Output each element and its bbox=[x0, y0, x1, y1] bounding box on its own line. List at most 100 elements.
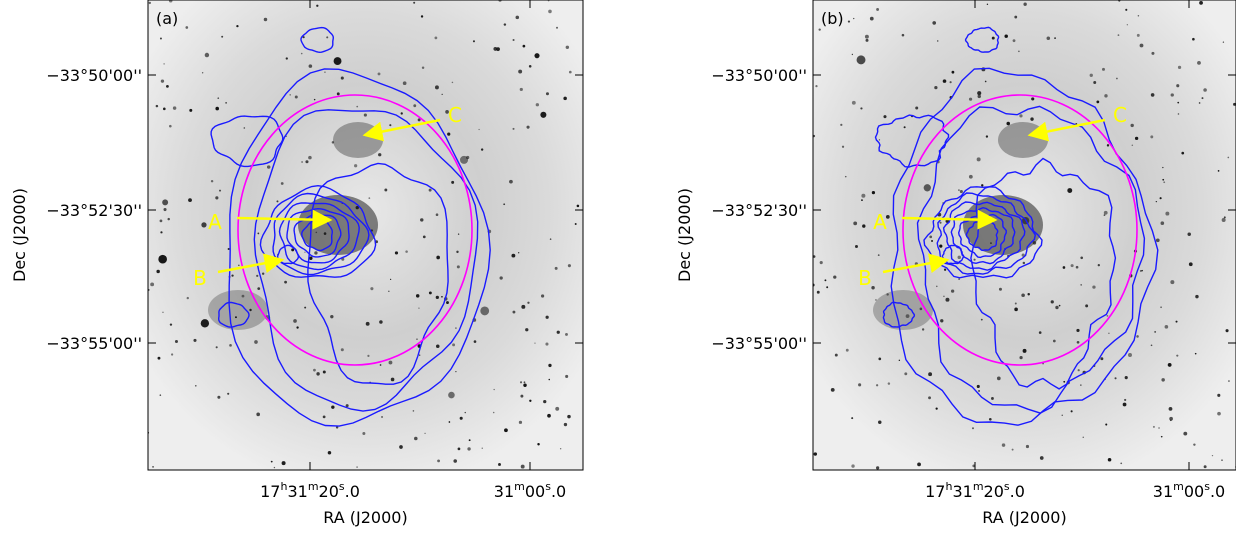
star bbox=[1004, 34, 1008, 38]
star bbox=[1155, 238, 1160, 243]
star bbox=[861, 199, 863, 202]
star bbox=[1025, 444, 1030, 449]
star bbox=[887, 382, 891, 385]
star bbox=[537, 443, 540, 446]
star bbox=[1117, 34, 1120, 37]
star bbox=[942, 79, 947, 83]
star bbox=[219, 189, 222, 192]
star bbox=[520, 394, 524, 398]
contour bbox=[916, 105, 1146, 414]
star bbox=[860, 107, 863, 110]
star bbox=[1165, 211, 1170, 216]
panel: A B C (a) −33°50'00'' −33°52'30'' −33°55'00'' 1… bbox=[10, 0, 584, 527]
star bbox=[972, 427, 974, 430]
x-axis-label: RA (J2000) bbox=[982, 508, 1066, 527]
star bbox=[885, 215, 890, 219]
star bbox=[1162, 166, 1164, 169]
star bbox=[301, 161, 303, 163]
star bbox=[162, 311, 164, 314]
star bbox=[1160, 221, 1165, 226]
star bbox=[227, 248, 230, 251]
tick-part: s bbox=[1204, 480, 1210, 493]
star bbox=[1022, 348, 1027, 353]
star bbox=[815, 85, 818, 88]
star bbox=[215, 346, 218, 349]
star bbox=[957, 255, 961, 260]
star bbox=[990, 242, 992, 244]
star bbox=[167, 217, 170, 221]
star bbox=[886, 293, 889, 296]
star bbox=[481, 447, 483, 449]
star bbox=[308, 64, 313, 68]
contour bbox=[874, 114, 950, 168]
star bbox=[166, 84, 169, 88]
y-axis-label: Dec (J2000) bbox=[675, 188, 694, 282]
star bbox=[935, 407, 938, 410]
star bbox=[1181, 151, 1185, 155]
star bbox=[976, 157, 981, 162]
star bbox=[1092, 285, 1096, 289]
star bbox=[217, 97, 220, 99]
star bbox=[1006, 121, 1011, 126]
star bbox=[480, 306, 490, 316]
star bbox=[345, 404, 349, 408]
star bbox=[447, 132, 451, 136]
contour bbox=[950, 206, 1016, 265]
star bbox=[565, 332, 568, 336]
star bbox=[162, 199, 169, 206]
star bbox=[336, 92, 340, 96]
star bbox=[959, 190, 963, 194]
star bbox=[172, 106, 177, 110]
star bbox=[377, 72, 381, 76]
star bbox=[335, 426, 339, 429]
star bbox=[901, 33, 905, 37]
star bbox=[1175, 320, 1178, 323]
star bbox=[415, 294, 420, 298]
star bbox=[436, 255, 440, 260]
star bbox=[547, 413, 551, 418]
star bbox=[1176, 84, 1180, 88]
star bbox=[977, 94, 981, 99]
star bbox=[171, 353, 174, 356]
star bbox=[563, 422, 568, 427]
star bbox=[509, 179, 513, 184]
star bbox=[945, 297, 950, 302]
star bbox=[878, 357, 882, 361]
star bbox=[464, 411, 466, 414]
tick-part: .0 bbox=[1010, 482, 1025, 501]
y-tick-label: −33°55'00'' bbox=[46, 334, 142, 353]
star bbox=[257, 287, 261, 290]
star bbox=[518, 420, 523, 424]
star bbox=[1062, 266, 1066, 269]
star bbox=[548, 378, 551, 381]
star bbox=[200, 319, 210, 328]
star bbox=[1030, 117, 1034, 121]
star bbox=[437, 459, 440, 463]
annotation: A bbox=[873, 210, 887, 234]
star bbox=[388, 360, 393, 365]
tick-part: s bbox=[545, 480, 551, 493]
star bbox=[940, 319, 944, 323]
contour bbox=[942, 201, 1026, 271]
star bbox=[968, 174, 973, 179]
star bbox=[511, 253, 516, 258]
tick-part: 31 bbox=[494, 482, 514, 501]
star bbox=[324, 71, 326, 73]
star bbox=[1233, 102, 1236, 106]
star bbox=[928, 396, 931, 400]
star bbox=[169, 124, 172, 128]
star bbox=[528, 64, 532, 68]
star bbox=[472, 40, 475, 43]
star bbox=[389, 124, 392, 127]
star bbox=[473, 340, 477, 343]
star bbox=[480, 148, 484, 151]
star bbox=[394, 251, 399, 255]
star bbox=[1058, 304, 1061, 307]
star bbox=[215, 196, 219, 200]
star bbox=[388, 290, 390, 292]
star bbox=[1104, 94, 1108, 98]
star bbox=[824, 279, 827, 282]
star bbox=[1131, 144, 1134, 147]
star bbox=[428, 188, 432, 192]
star bbox=[231, 274, 234, 277]
